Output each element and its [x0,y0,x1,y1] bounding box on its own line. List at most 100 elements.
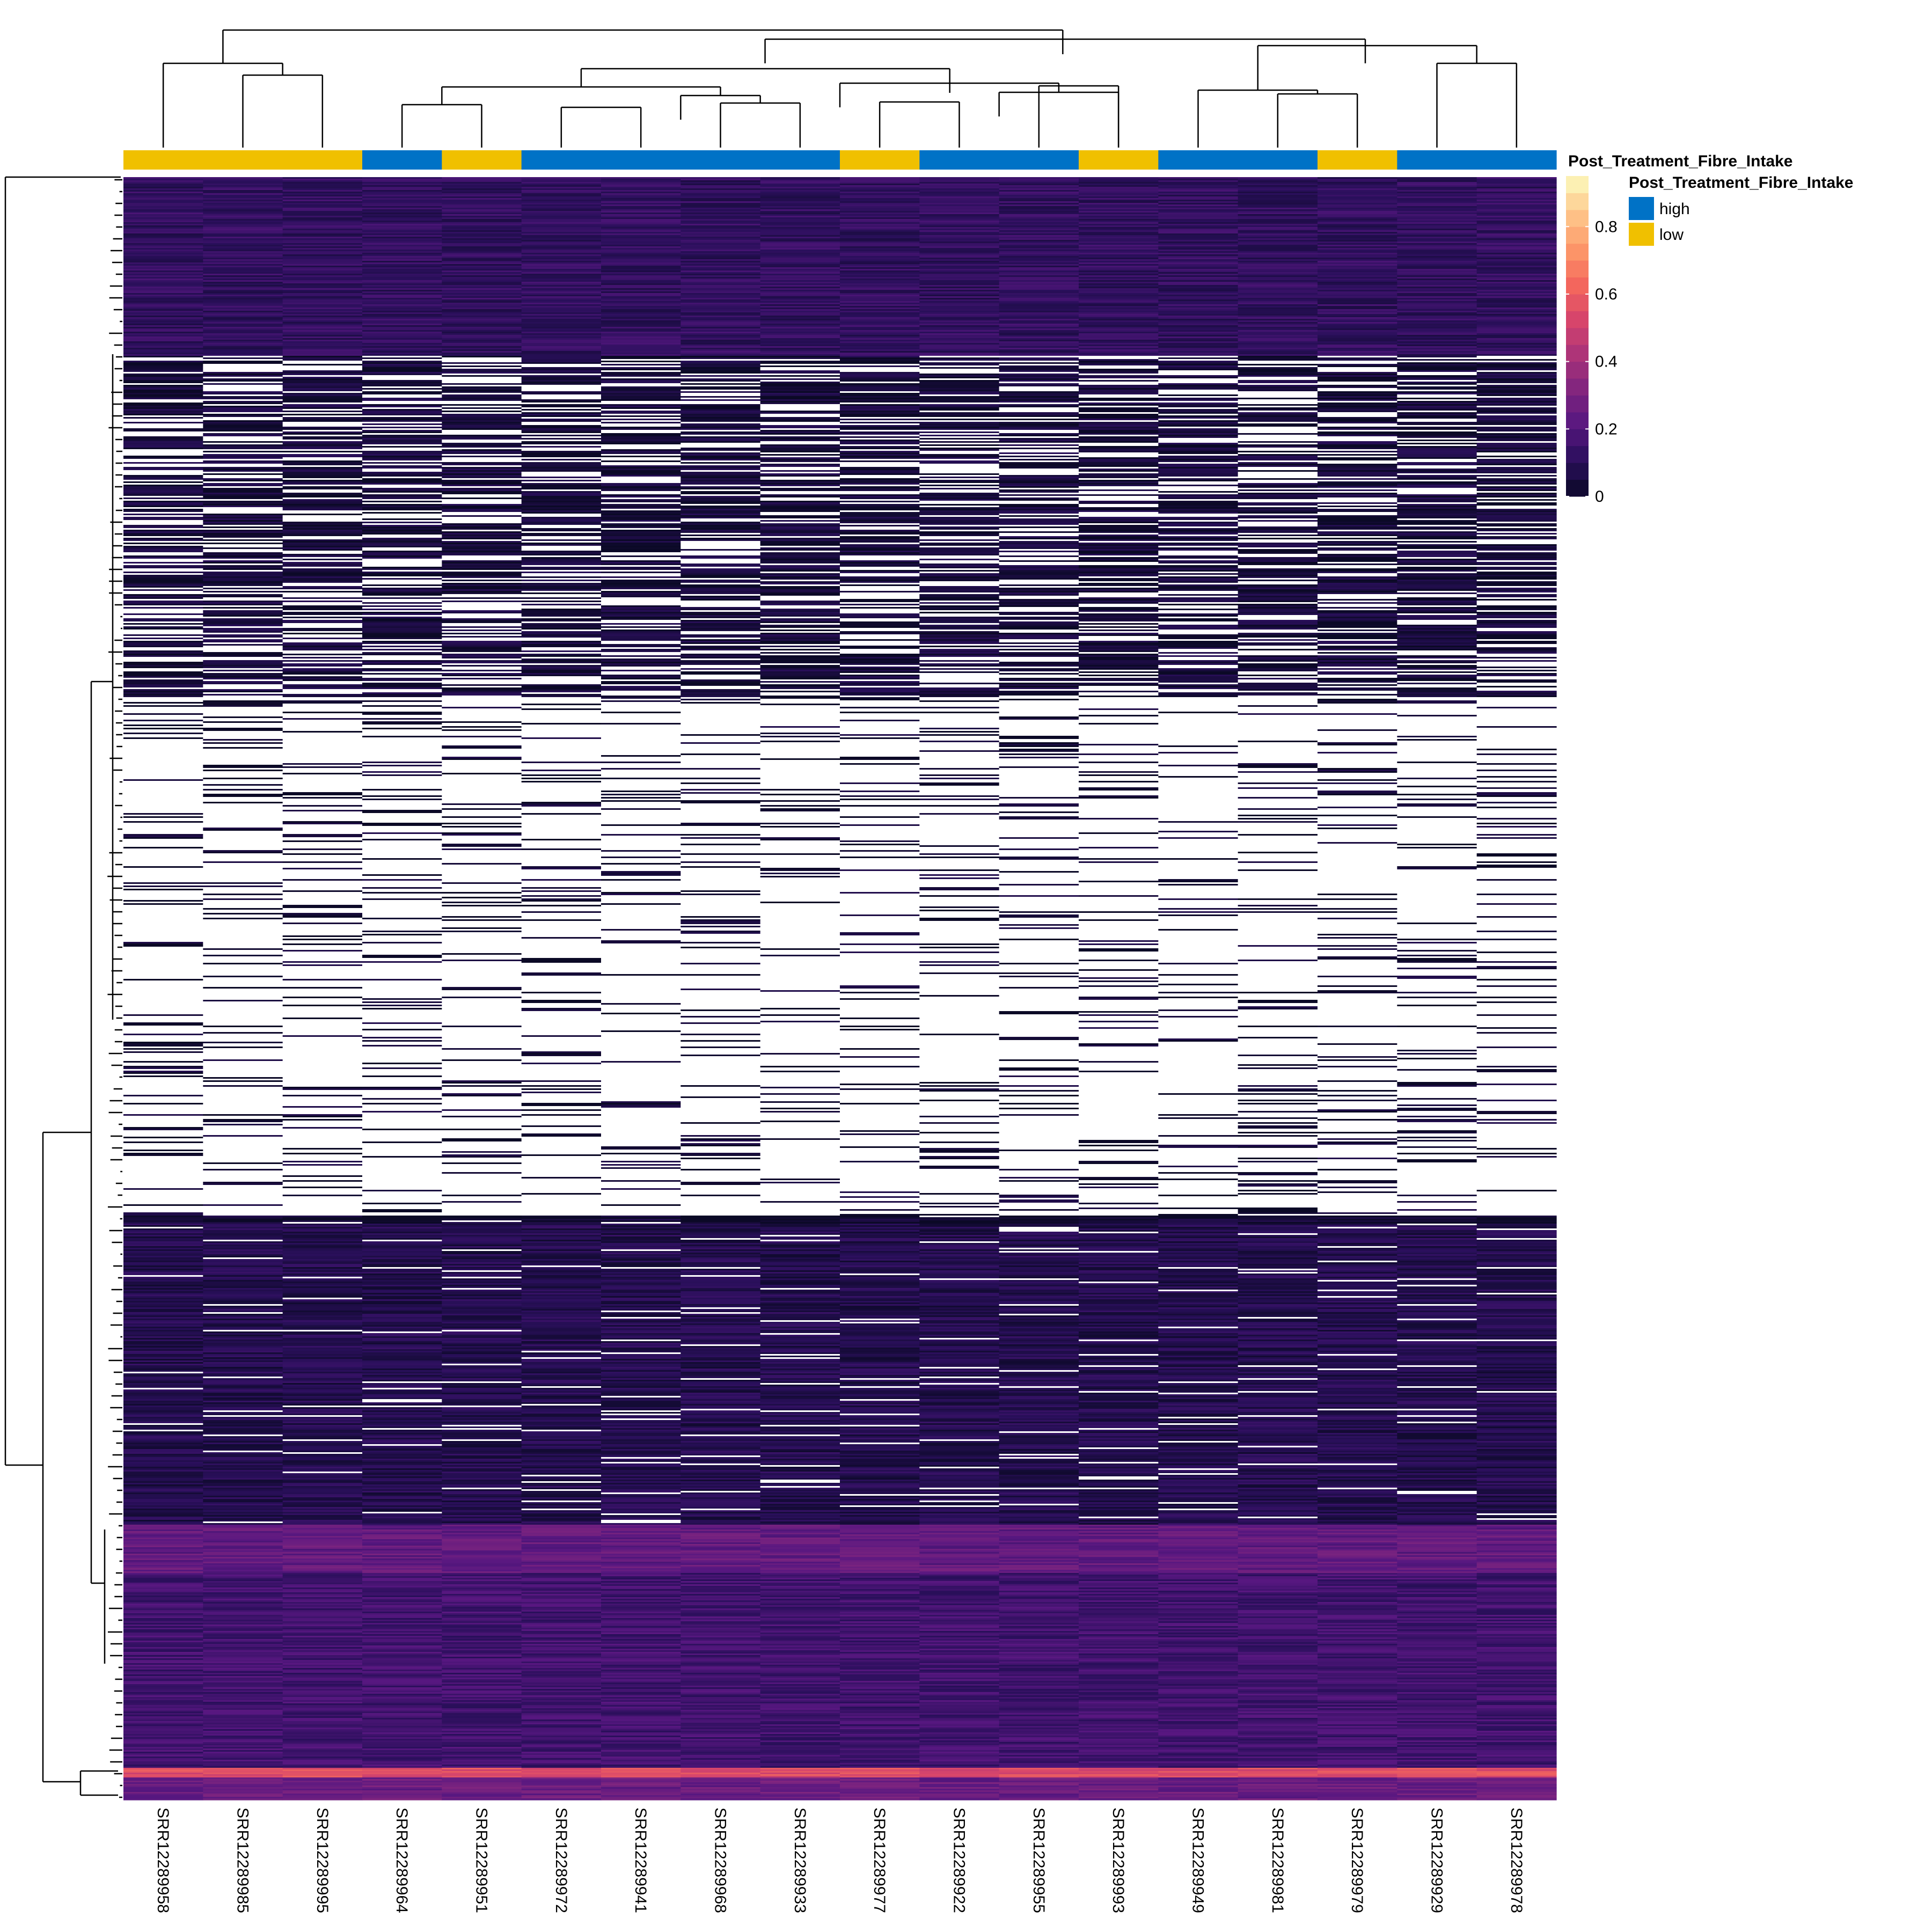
heatmap-cell [1318,324,1397,326]
heatmap-cell [840,488,920,490]
heatmap-cell [919,504,1000,506]
heatmap-cell [919,264,1000,266]
heatmap-cell [1318,256,1397,258]
heatmap-cell [1476,588,1557,590]
heatmap-cell [919,365,1000,368]
heatmap-cell [601,435,681,437]
heatmap-cell [1079,597,1159,599]
heatmap-cell [760,584,840,587]
heatmap-cell [680,411,761,413]
heatmap-cell [1238,489,1318,492]
heatmap-cell [1079,430,1159,432]
heatmap-cell [919,285,1000,287]
heatmap-cell [1238,380,1318,382]
heatmap-cell [362,541,442,543]
heatmap-cell [282,398,363,400]
heatmap-cell [521,536,602,538]
heatmap-cell [601,583,681,585]
heatmap-cell [1158,185,1239,187]
heatmap-cell [1158,570,1239,572]
heatmap-cell [1476,361,1557,363]
annotation-cell-9 [760,150,840,170]
heatmap-cell [680,457,761,459]
heatmap-cell [760,359,840,361]
heatmap-cell [760,283,840,286]
heatmap-cell [760,486,840,488]
heatmap-cell [362,568,442,570]
heatmap-cell [1318,322,1397,324]
heatmap-cell [919,266,1000,268]
heatmap-cell [999,518,1079,521]
heatmap-cell [282,204,363,207]
heatmap-cell [1397,407,1477,409]
heatmap-cell [123,596,203,598]
heatmap-cell [680,573,761,575]
heatmap-cell [601,346,681,348]
heatmap-cell [1079,364,1159,366]
heatmap-cell [203,525,283,527]
heatmap-cell [680,586,761,588]
heatmap-cell [840,221,920,223]
heatmap-cell [521,462,602,464]
heatmap-cell [680,543,761,545]
heatmap-cell [919,185,1000,187]
heatmap-cell [919,374,1000,376]
heatmap-cell [442,328,522,331]
heatmap-cell [1397,526,1477,529]
heatmap-cell [1079,581,1159,583]
heatmap-cell [1158,213,1239,215]
heatmap-cell [1238,570,1318,572]
heatmap-cell [840,354,920,356]
heatmap-cell [840,570,920,572]
heatmap-cell [760,409,840,411]
heatmap-cell [1238,259,1318,261]
heatmap-cell [442,431,522,434]
heatmap-cell [680,279,761,281]
heatmap-cell [521,465,602,467]
heatmap-cell [1476,430,1557,432]
heatmap-cell [760,311,840,313]
heatmap-cell [282,330,363,332]
heatmap-cell [999,383,1079,385]
heatmap-cell [840,433,920,435]
heatmap-cell [1476,596,1557,598]
heatmap-cell [362,192,442,194]
heatmap-cell [1397,322,1477,324]
heatmap-cell [601,528,681,530]
heatmap-cell [442,311,522,313]
heatmap-cell [282,293,363,295]
heatmap-cell [1476,443,1557,445]
heatmap-cell [601,422,681,424]
heatmap-cell [1158,599,1239,601]
heatmap-cell [601,227,681,229]
heatmap-cell [203,436,283,438]
heatmap-cell [999,306,1079,308]
heatmap-cell [919,322,1000,324]
heatmap-cell [521,530,602,532]
heatmap-cell [123,293,203,295]
heatmap-cell [999,295,1079,297]
heatmap-cell [1476,341,1557,343]
heatmap-cell [1238,209,1318,211]
heatmap-cell [442,275,522,277]
heatmap-cell [1238,541,1318,543]
heatmap-cell [760,406,840,408]
heatmap-cell [760,182,840,184]
heatmap-cell [521,515,602,517]
heatmap-cell [760,370,840,372]
heatmap-cell [919,177,1000,179]
heatmap-cell [123,420,203,422]
heatmap-cell [282,177,363,179]
heatmap-cell [1397,325,1477,327]
heatmap-cell [203,377,283,379]
heatmap-cell [999,411,1079,413]
heatmap-cell [999,496,1079,498]
heatmap-cell [919,546,1000,548]
heatmap-cell [999,230,1079,232]
heatmap-cell [362,209,442,211]
heatmap-cell [1318,501,1397,503]
heatmap-cell [1079,485,1159,487]
heatmap-cell [840,359,920,361]
heatmap-cell [760,333,840,335]
heatmap-cell [919,283,1000,286]
